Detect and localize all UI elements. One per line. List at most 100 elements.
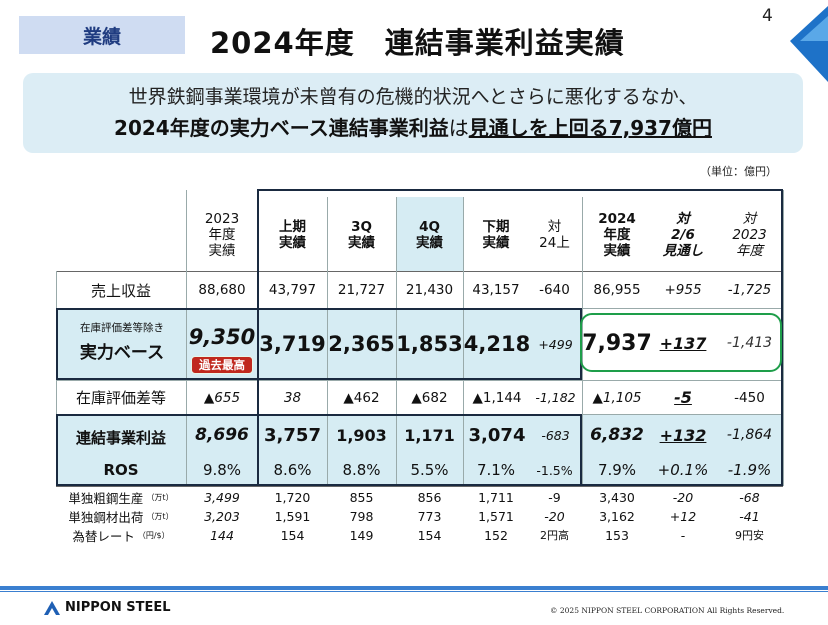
cell-inventory-vs-fy2023: -450 (734, 389, 765, 406)
cell-ros-vs-h1: -1.5% (536, 462, 573, 478)
row-label-underlying-note: 在庫評価差等除き (80, 321, 164, 334)
cell-underlying-vs-h1: +499 (538, 336, 573, 352)
cell-bp-h1: 3,757 (264, 424, 321, 446)
row-label-underlying: 実力ベース (79, 342, 165, 363)
row-label-fx: 為替レート （円/$） (56, 527, 186, 544)
col-header-h1: 上期 実績 (279, 219, 306, 251)
company-logo: NIPPON STEEL (44, 600, 171, 615)
cell-crude-fy2024: 3,430 (599, 489, 635, 505)
logo-text: NIPPON STEEL (65, 600, 171, 615)
cell-bp-fy2024: 6,832 (590, 425, 644, 445)
cell-ros-4q: 5.5% (410, 461, 449, 479)
cell-revenue-4q: 21,430 (405, 282, 454, 298)
unit-label: （単位：億円） (700, 165, 777, 178)
cell-ship-fy2023: 3,203 (204, 508, 240, 524)
cell-underlying-4q: 1,853 (396, 332, 463, 356)
cell-ros-vs-forecast: +0.1% (657, 461, 709, 479)
logo-mark-icon (44, 600, 60, 615)
cell-ship-h1: 1,591 (274, 508, 311, 524)
cell-ship-3q: 798 (349, 508, 374, 524)
row-label-revenue: 売上収益 (90, 281, 151, 300)
cell-fx-vs-h1: 2円高 (540, 529, 569, 542)
record-high-badge: 過去最高 (191, 356, 253, 374)
cell-crude-4q: 856 (417, 489, 442, 505)
summary-particle: は (448, 116, 469, 140)
summary-line-2: 2024年度の実力ベース連結事業利益は見通しを上回る7,937億円 (23, 112, 803, 141)
summary-highlight: 見通しを上回る7,937億円 (468, 116, 712, 140)
cell-inventory-4q: ▲682 (411, 389, 448, 406)
page-number: 4 (762, 6, 773, 26)
cell-inventory-vs-h1: -1,182 (535, 390, 576, 405)
shade-underlying-row (56, 308, 582, 380)
cell-revenue-vs-forecast: +955 (664, 282, 702, 298)
cell-fx-3q: 149 (349, 527, 374, 543)
cell-crude-3q: 855 (349, 489, 374, 505)
copyright: © 2025 NIPPON STEEL CORPORATION All Righ… (550, 606, 785, 615)
cell-bp-h2: 3,074 (468, 424, 526, 446)
corner-decoration (790, 6, 828, 82)
cell-underlying-3q: 2,365 (328, 332, 395, 356)
cell-ros-h1: 8.6% (273, 461, 312, 479)
cell-revenue-h1: 43,797 (268, 282, 317, 298)
cell-bp-vs-h1: -683 (541, 427, 570, 443)
cell-ship-4q: 773 (417, 508, 442, 524)
cell-inventory-h2: ▲1,144 (472, 389, 522, 406)
cell-ros-fy2023: 9.8% (202, 461, 242, 479)
cell-ship-vs-fy2023: -41 (739, 508, 760, 524)
cell-crude-h1: 1,720 (274, 489, 311, 505)
col-header-fy2024: 2024 年度 実績 (598, 211, 636, 259)
cell-ship-h2: 1,571 (478, 508, 514, 524)
cell-fx-4q: 154 (417, 527, 442, 543)
shipments-label: 単独鋼材出荷 (68, 509, 144, 525)
shade-header-4q (396, 197, 463, 271)
section-tag: 業績 (19, 16, 185, 54)
cell-crude-vs-h1: -9 (548, 489, 561, 505)
cell-fx-fy2023: 144 (210, 527, 234, 543)
fx-unit: （円/$） (137, 530, 170, 540)
cell-bp-fy2023: 8,696 (195, 425, 249, 445)
cell-bp-4q: 1,171 (404, 425, 455, 445)
fx-label: 為替レート (72, 528, 135, 544)
col-header-vs-fy2023: 対 2023 年度 (732, 211, 767, 259)
col-header-4q: 4Q 実績 (416, 219, 443, 251)
cell-bp-vs-fy2023: -1,864 (726, 427, 773, 443)
cell-ros-vs-fy2023: -1.9% (727, 461, 772, 479)
highlight-box (580, 313, 782, 372)
summary-box (23, 73, 803, 153)
cell-crude-vs-forecast: -20 (672, 489, 694, 505)
cell-ship-vs-h1: -20 (544, 508, 565, 524)
cell-underlying-vs-fy2023: -1,413 (726, 335, 773, 351)
cell-inventory-vs-forecast: -5 (674, 388, 692, 407)
row-label-shipments: 単独鋼材出荷 （万t） (56, 508, 186, 525)
col-header-3q: 3Q 実績 (348, 219, 375, 251)
cell-fx-h2: 152 (484, 527, 508, 543)
footer-bar (0, 586, 828, 590)
cell-fx-h1: 154 (280, 527, 305, 543)
col-header-vs-forecast: 対 2/6 見通し (662, 211, 704, 259)
summary-line-1: 世界鉄鋼事業環境が未曾有の危機的状況へとさらに悪化するなか、 (128, 86, 698, 108)
cell-underlying-h1: 3,719 (259, 332, 326, 356)
cell-fx-fy2024: 153 (605, 527, 629, 543)
footer-bar-thin (0, 591, 828, 592)
shipments-unit: （万t） (146, 511, 174, 521)
cell-revenue-3q: 21,727 (337, 282, 386, 298)
cell-ros-h2: 7.1% (476, 461, 516, 479)
cell-underlying-fy2024: 7,937 (582, 330, 652, 356)
row-label-inventory: 在庫評価差等 (75, 389, 166, 407)
cell-underlying-fy2023: 9,350 (188, 325, 256, 349)
cell-ship-fy2024: 3,162 (599, 508, 635, 524)
col-header-vs-h1: 対 24上 (539, 219, 570, 251)
cell-crude-fy2023: 3,499 (204, 489, 240, 505)
row-label-ros: ROS (103, 461, 139, 479)
cell-fx-vs-forecast: - (680, 527, 686, 543)
cell-crude-vs-fy2023: -68 (739, 489, 760, 505)
row-label-business-profit: 連結事業利益 (75, 428, 166, 447)
summary-subject: 2024年度の実力ベース連結事業利益 (114, 116, 449, 140)
cell-ros-fy2024: 7.9% (597, 461, 637, 479)
cell-crude-h2: 1,711 (478, 489, 514, 505)
cell-ros-3q: 8.8% (342, 461, 381, 479)
cell-revenue-fy2023: 88,680 (198, 282, 246, 298)
cell-bp-vs-forecast: +132 (659, 425, 707, 445)
crude-steel-label: 単独粗鋼生産 (68, 490, 144, 506)
cell-revenue-fy2024: 86,955 (593, 282, 641, 298)
